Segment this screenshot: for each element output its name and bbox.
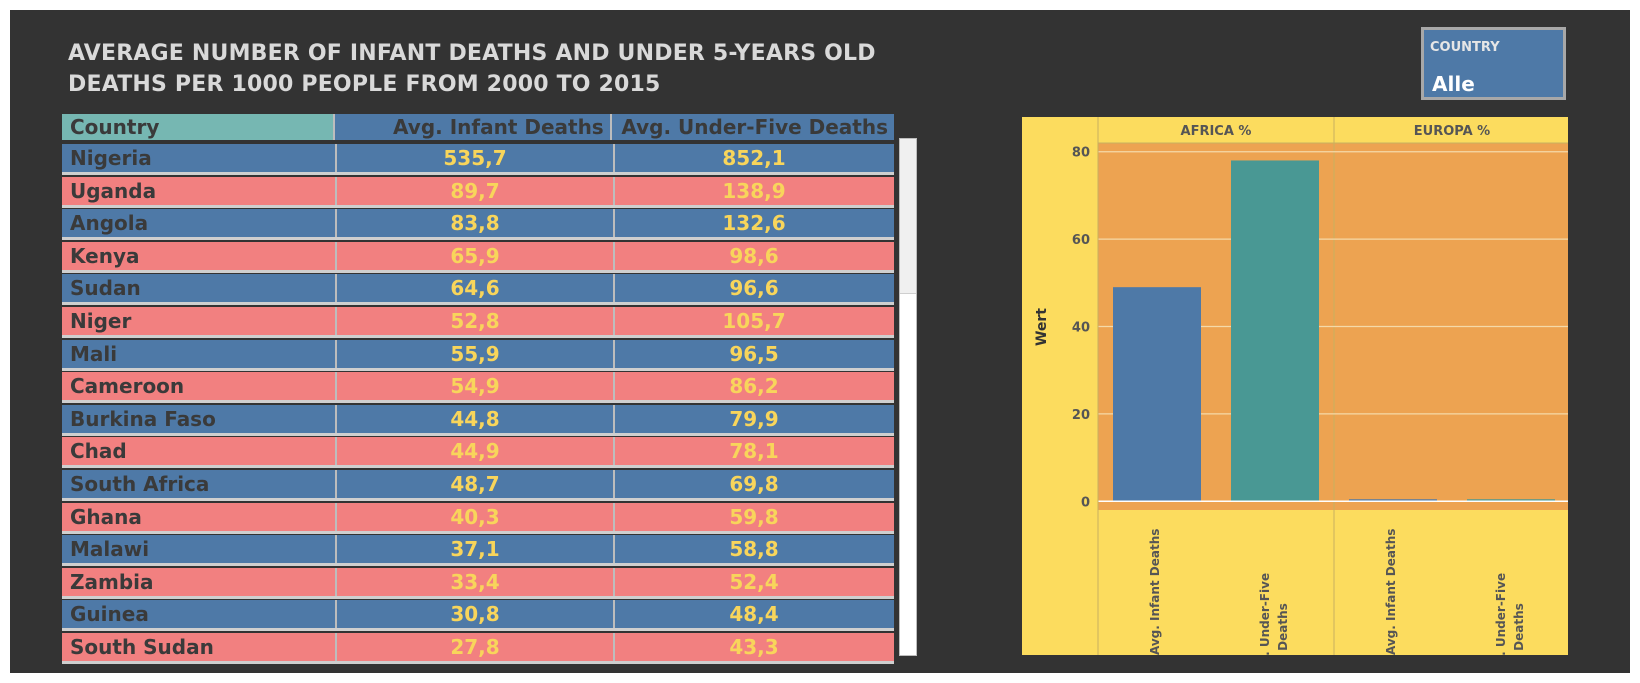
table-row[interactable]: Guinea 30,8 48,4 (62, 600, 894, 632)
cell-country: Ghana (62, 502, 337, 531)
table-row[interactable]: Mali 55,9 96,5 (62, 339, 894, 371)
cell-under-five-deaths: 78,1 (729, 439, 779, 464)
cell-infant-deaths: 40,3 (337, 502, 615, 531)
cell-infant-deaths: 65,9 (337, 241, 615, 270)
cell-under-five-deaths: 132,6 (722, 211, 786, 236)
table-row[interactable]: South Africa 48,7 69,8 (62, 470, 894, 501)
cell-infant-deaths: 55,9 (337, 339, 615, 368)
country-filter[interactable]: COUNTRY Alle (1421, 27, 1566, 100)
cell-infant-deaths: 33,4 (337, 567, 615, 596)
y-axis-title: Wert (1034, 308, 1050, 346)
table-row[interactable]: Ghana 40,3 59,8 (62, 502, 894, 534)
y-tick-label: 20 (1072, 408, 1090, 423)
cell-under-five-deaths: 86,2 (729, 374, 779, 399)
cell-infant-deaths: 64,6 (337, 274, 615, 303)
cell-country: Uganda (62, 176, 337, 205)
region-bar-chart: AFRICA % EUROPA % 0 20 40 60 80 Wert Avg. Infant… (1022, 117, 1568, 655)
header-under-five-deaths[interactable]: Avg. Under-Five Deaths (611, 114, 895, 140)
country-filter-label: COUNTRY (1430, 40, 1500, 55)
table-row[interactable]: Nigeria 535,7 852,1 (62, 144, 894, 175)
cell-under-five-deaths: 98,6 (729, 243, 779, 268)
bar (1349, 499, 1437, 502)
cell-country: Cameroon (62, 372, 337, 401)
bar (1231, 160, 1319, 502)
cell-under-five-deaths: 58,8 (729, 537, 779, 562)
table-row[interactable]: Cameroon 54,9 86,2 (62, 372, 894, 404)
cell-country: Zambia (62, 567, 337, 596)
y-tick-label: 60 (1072, 233, 1090, 248)
table-header-row: Country Avg. Infant Deaths Avg. Under-Fi… (62, 114, 895, 140)
cell-country: South Africa (62, 470, 337, 498)
cell-infant-deaths: 52,8 (337, 307, 615, 335)
cell-infant-deaths: 54,9 (337, 372, 615, 401)
cell-country: Kenya (62, 241, 337, 270)
cell-country: Chad (62, 437, 337, 466)
cell-under-five-deaths: 79,9 (729, 406, 779, 431)
cell-under-five-deaths: 105,7 (722, 309, 786, 333)
header-infant-deaths[interactable]: Avg. Infant Deaths (335, 114, 612, 140)
cell-under-five-deaths: 48,4 (729, 602, 779, 627)
table-row[interactable]: Sudan 64,6 96,6 (62, 274, 894, 306)
cell-under-five-deaths: 96,6 (729, 276, 779, 301)
panel-header-label: AFRICA % (1181, 124, 1252, 139)
x-tick-label: Deaths (1276, 603, 1290, 651)
bar-chart-svg: AFRICA % EUROPA % 0 20 40 60 80 Wert Avg. Infant… (1034, 117, 1568, 655)
cell-infant-deaths: 44,8 (337, 404, 615, 433)
cell-under-five-deaths: 138,9 (722, 178, 786, 203)
cell-infant-deaths: 30,8 (337, 600, 615, 629)
country-filter-value[interactable]: Alle (1432, 72, 1475, 96)
cell-infant-deaths: 37,1 (337, 535, 615, 564)
cell-under-five-deaths: 52,4 (729, 569, 779, 594)
table-row[interactable]: Angola 83,8 132,6 (62, 209, 894, 241)
cell-infant-deaths: 48,7 (337, 470, 615, 498)
y-tick-label: 80 (1072, 146, 1090, 161)
x-tick-label: Avg. Under-Five (1494, 573, 1508, 655)
panel-header-label: EUROPA % (1414, 124, 1490, 139)
cell-infant-deaths: 44,9 (337, 437, 615, 466)
table-scrollbar[interactable] (899, 138, 917, 656)
cell-under-five-deaths: 852,1 (722, 146, 786, 170)
cell-under-five-deaths: 96,5 (729, 341, 779, 366)
y-tick-label: 0 (1081, 495, 1090, 510)
table-row[interactable]: Uganda 89,7 138,9 (62, 176, 894, 208)
table-row[interactable]: Burkina Faso 44,8 79,9 (62, 404, 894, 436)
cell-country: Angola (62, 209, 337, 238)
table-row[interactable]: Niger 52,8 105,7 (62, 307, 894, 338)
deaths-table: Country Avg. Infant Deaths Avg. Under-Fi… (62, 114, 895, 664)
header-country[interactable]: Country (62, 114, 336, 140)
cell-country: Sudan (62, 274, 337, 303)
scrollbar-thumb[interactable] (900, 139, 916, 294)
cell-under-five-deaths: 69,8 (729, 472, 779, 496)
table-row[interactable]: Malawi 37,1 58,8 (62, 535, 894, 567)
x-tick-label: Avg. Under-Five (1258, 573, 1272, 655)
cell-country: Mali (62, 339, 337, 368)
cell-infant-deaths: 89,7 (337, 176, 615, 205)
bar (1113, 287, 1201, 502)
table-row[interactable]: Chad 44,9 78,1 (62, 437, 894, 469)
cell-under-five-deaths: 59,8 (729, 504, 779, 529)
x-tick-label: Deaths (1512, 603, 1526, 651)
cell-infant-deaths: 535,7 (337, 144, 615, 172)
cell-country: Niger (62, 307, 337, 335)
cell-country: Nigeria (62, 144, 337, 172)
cell-country: South Sudan (62, 633, 337, 661)
cell-infant-deaths: 27,8 (337, 633, 615, 661)
x-tick-label: Avg. Infant Deaths (1148, 529, 1162, 655)
table-row[interactable]: South Sudan 27,8 43,3 (62, 633, 894, 664)
table-row[interactable]: Kenya 65,9 98,6 (62, 241, 894, 273)
y-tick-label: 40 (1072, 321, 1090, 336)
table-row[interactable]: Zambia 33,4 52,4 (62, 567, 894, 599)
x-tick-label: Avg. Infant Deaths (1384, 529, 1398, 655)
cell-infant-deaths: 83,8 (337, 209, 615, 238)
bar (1467, 499, 1555, 502)
cell-country: Malawi (62, 535, 337, 564)
cell-under-five-deaths: 43,3 (729, 635, 779, 659)
cell-country: Burkina Faso (62, 404, 337, 433)
cell-country: Guinea (62, 600, 337, 629)
dashboard-title: AVERAGE NUMBER OF INFANT DEATHS AND UNDE… (68, 41, 876, 97)
